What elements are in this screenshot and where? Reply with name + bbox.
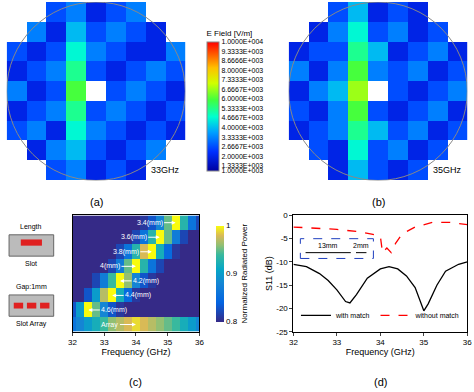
svg-text:2.6667E+003: 2.6667E+003 bbox=[221, 143, 263, 150]
svg-text:35: 35 bbox=[163, 338, 172, 347]
svg-text:4.0000E+003: 4.0000E+003 bbox=[221, 124, 263, 131]
svg-text:9.3333E+003: 9.3333E+003 bbox=[221, 48, 263, 55]
svg-text:3.4(mm): 3.4(mm) bbox=[137, 219, 163, 227]
svg-text:4(mm): 4(mm) bbox=[100, 262, 120, 270]
svg-text:S11 (dB): S11 (dB) bbox=[264, 256, 274, 291]
svg-text:6.0000E+003: 6.0000E+003 bbox=[221, 95, 263, 102]
svg-text:0: 0 bbox=[283, 211, 288, 220]
svg-text:33GHz: 33GHz bbox=[151, 165, 180, 175]
svg-text:(c): (c) bbox=[129, 376, 142, 388]
svg-text:34: 34 bbox=[131, 338, 140, 347]
svg-text:E Field [V/m]: E Field [V/m] bbox=[207, 29, 253, 38]
svg-text:2.0000E+003: 2.0000E+003 bbox=[221, 153, 263, 160]
svg-text:32: 32 bbox=[68, 338, 77, 347]
svg-text:without match: without match bbox=[415, 312, 459, 319]
svg-text:4.2(mm): 4.2(mm) bbox=[133, 277, 159, 285]
svg-text:Array: Array bbox=[101, 321, 118, 329]
svg-text:4.4(mm): 4.4(mm) bbox=[125, 291, 151, 299]
svg-text:Frequency (GHz): Frequency (GHz) bbox=[346, 347, 415, 357]
svg-text:8.0000E+003: 8.0000E+003 bbox=[221, 67, 263, 74]
svg-text:1.3333E+003: 1.3333E+003 bbox=[221, 162, 263, 169]
svg-text:Slot: Slot bbox=[25, 260, 37, 267]
svg-text:13mm: 13mm bbox=[318, 242, 338, 249]
svg-text:-10: -10 bbox=[276, 258, 288, 267]
svg-text:with match: with match bbox=[335, 312, 370, 319]
svg-text:Gap:1mm: Gap:1mm bbox=[16, 283, 47, 291]
svg-text:3.6(mm): 3.6(mm) bbox=[121, 233, 147, 241]
svg-text:Length: Length bbox=[20, 223, 42, 231]
svg-text:-5: -5 bbox=[281, 234, 289, 243]
svg-text:0.8: 0.8 bbox=[226, 317, 238, 326]
svg-text:3.8(mm): 3.8(mm) bbox=[113, 248, 139, 256]
svg-text:3.3333E+003: 3.3333E+003 bbox=[221, 134, 263, 141]
svg-text:36: 36 bbox=[195, 338, 204, 347]
svg-text:32: 32 bbox=[289, 338, 298, 347]
svg-text:33: 33 bbox=[332, 338, 341, 347]
svg-text:8.6666E+003: 8.6666E+003 bbox=[221, 57, 263, 64]
svg-text:Normalized Radiated Power: Normalized Radiated Power bbox=[240, 223, 249, 323]
svg-text:(b): (b) bbox=[372, 196, 385, 208]
svg-text:4.6667E+003: 4.6667E+003 bbox=[221, 114, 263, 121]
svg-text:5.3333E+003: 5.3333E+003 bbox=[221, 105, 263, 112]
svg-text:7.3333E+003: 7.3333E+003 bbox=[221, 76, 263, 83]
svg-text:Slot Array: Slot Array bbox=[16, 320, 47, 328]
svg-text:2mm: 2mm bbox=[353, 242, 369, 249]
svg-text:34: 34 bbox=[376, 338, 385, 347]
svg-text:0.9: 0.9 bbox=[226, 269, 238, 278]
svg-text:1.0000E+004: 1.0000E+004 bbox=[221, 38, 263, 45]
svg-text:(a): (a) bbox=[90, 196, 103, 208]
svg-text:35GHz: 35GHz bbox=[433, 165, 462, 175]
svg-text:4.6(mm): 4.6(mm) bbox=[101, 306, 127, 314]
svg-text:(d): (d) bbox=[374, 376, 387, 388]
svg-text:Frequency (GHz): Frequency (GHz) bbox=[101, 347, 170, 357]
svg-text:6.6667E+003: 6.6667E+003 bbox=[221, 86, 263, 93]
svg-text:1: 1 bbox=[226, 221, 231, 230]
svg-text:-20: -20 bbox=[276, 304, 288, 313]
svg-text:33: 33 bbox=[100, 338, 109, 347]
svg-text:-25: -25 bbox=[276, 328, 288, 337]
svg-text:-15: -15 bbox=[276, 281, 288, 290]
svg-text:36: 36 bbox=[463, 338, 472, 347]
svg-text:35: 35 bbox=[419, 338, 428, 347]
svg-text:1.0000E+003: 1.0000E+003 bbox=[221, 167, 263, 174]
